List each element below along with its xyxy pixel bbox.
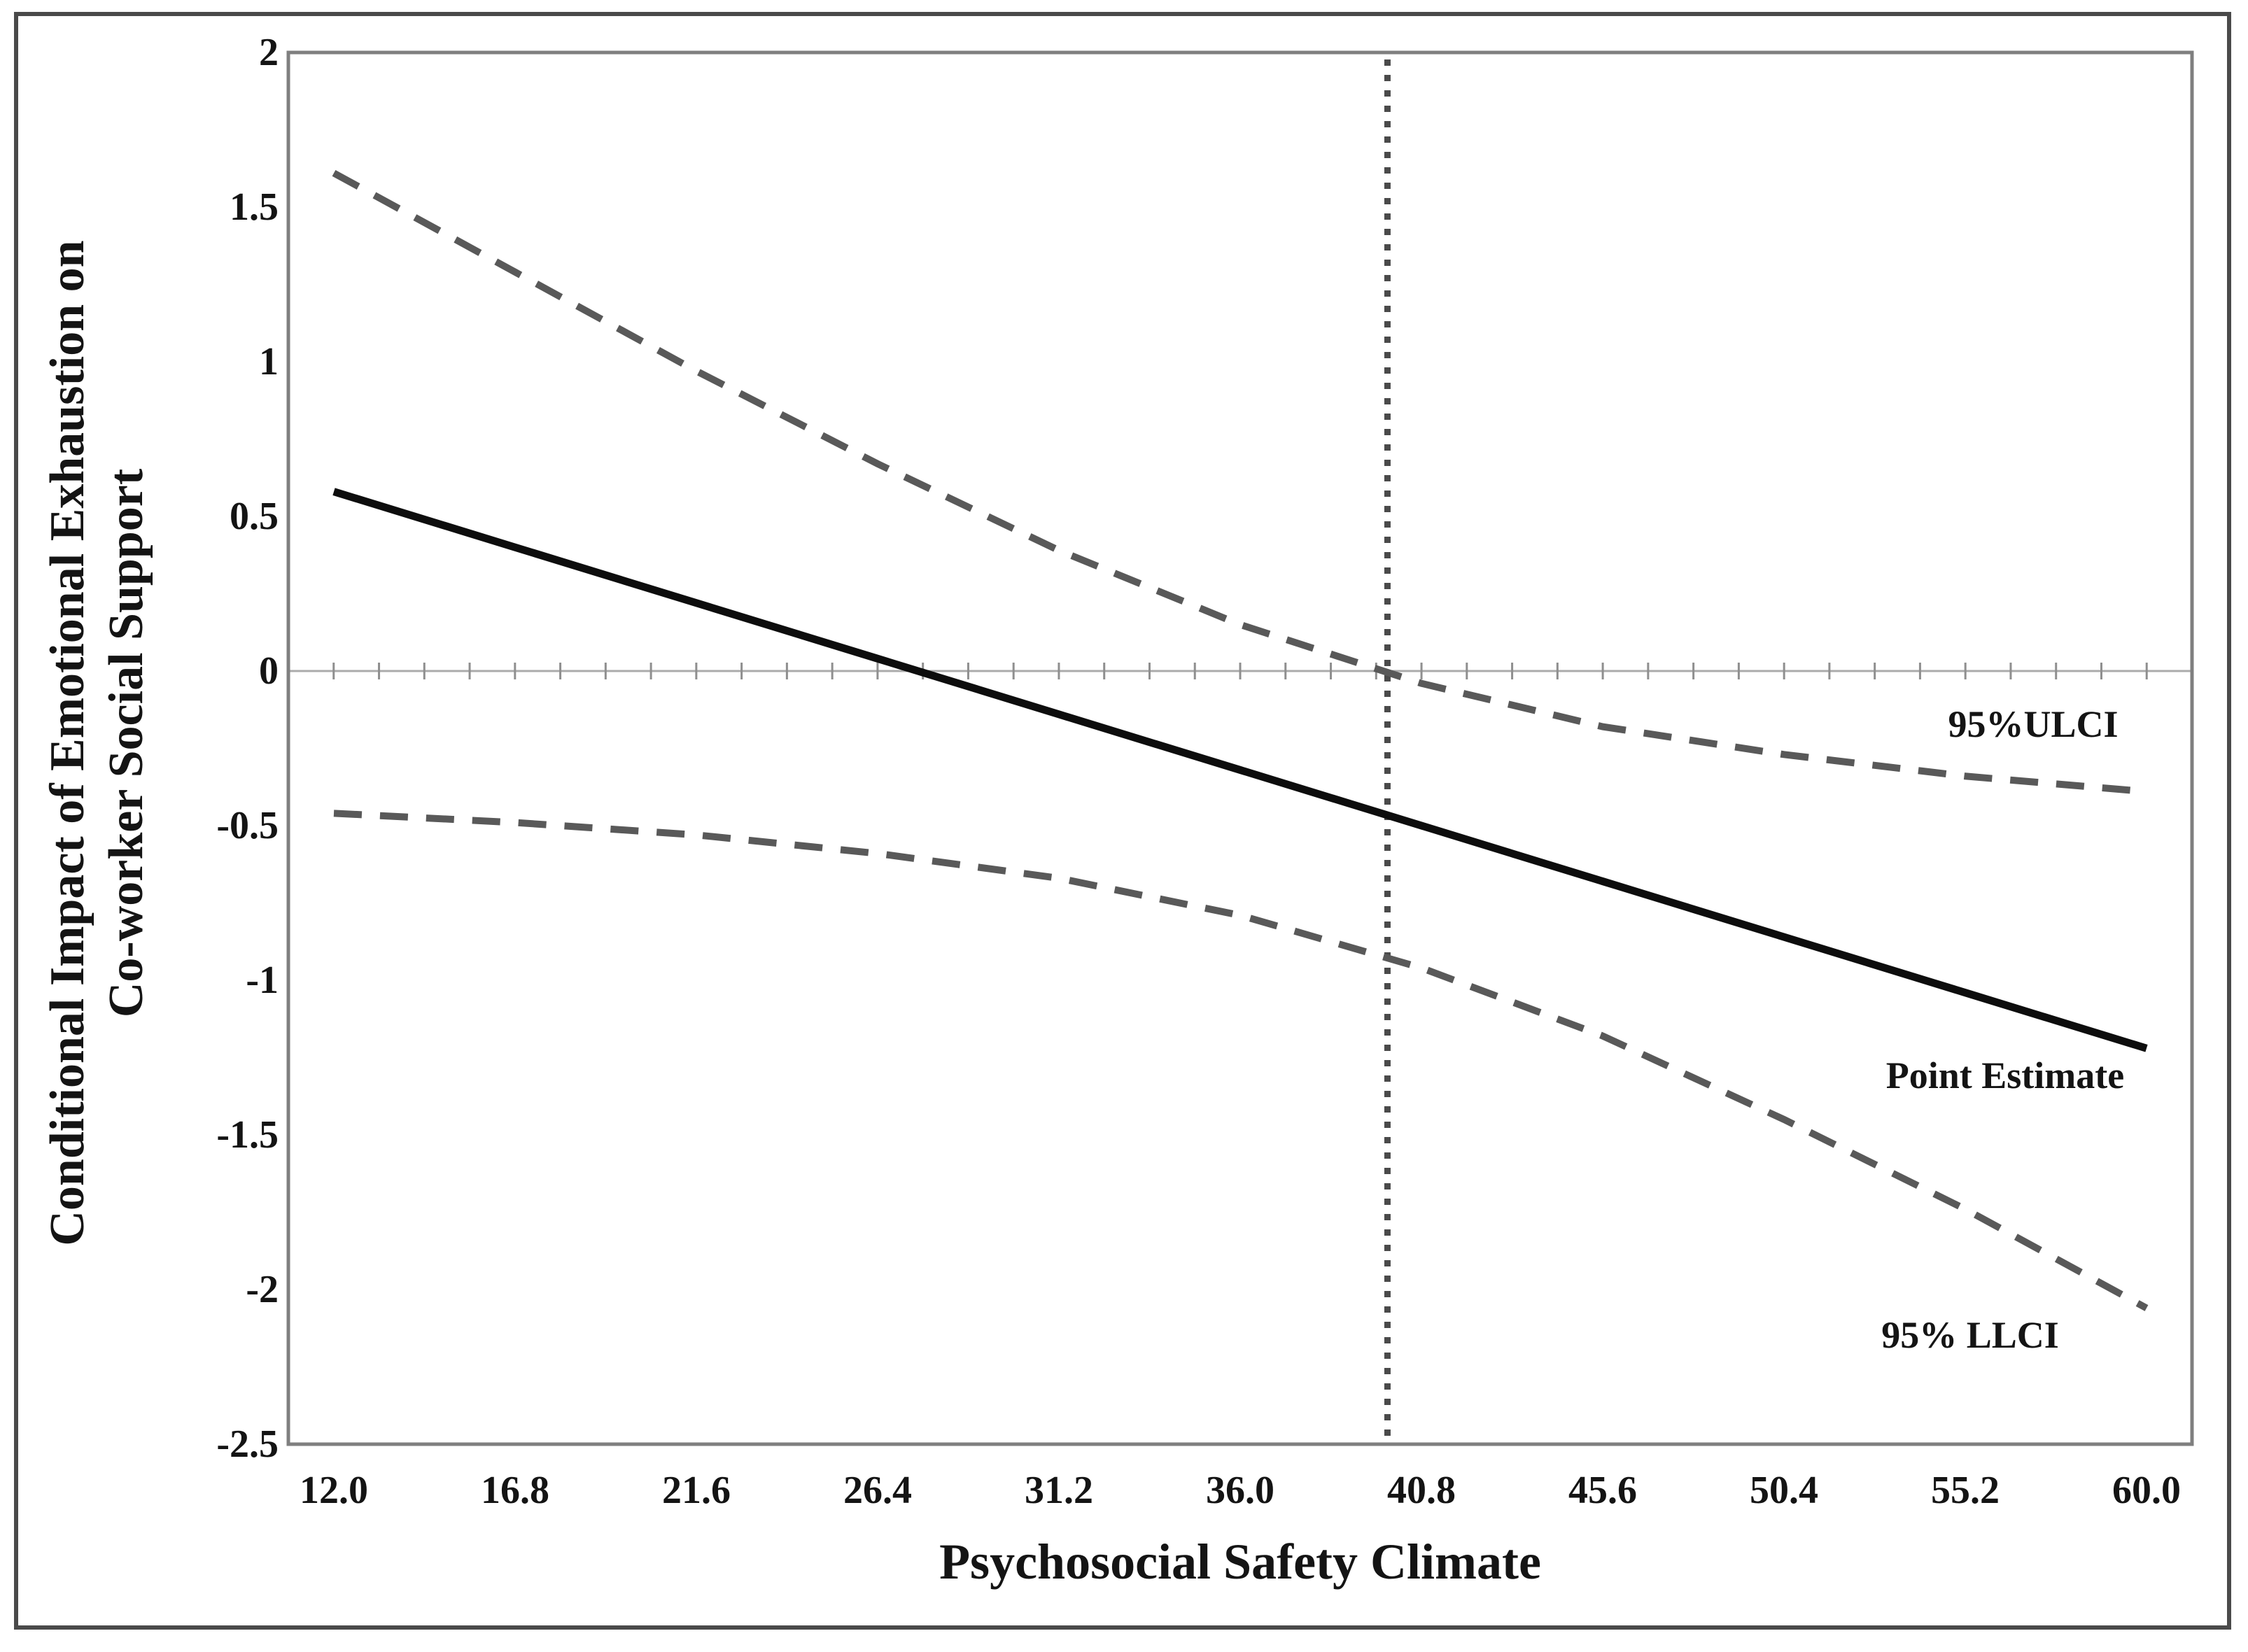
ulci-line-label: 95%ULCI — [1948, 703, 2119, 745]
y-axis-title-line2: Co-worker Social Support — [99, 468, 153, 1018]
y-tick-label: 0.5 — [230, 495, 279, 538]
y-tick-label: -1.5 — [216, 1113, 279, 1157]
plot-frame — [286, 50, 2194, 1446]
x-tick-label: 40.8 — [1387, 1469, 1456, 1512]
series-line-95-llci — [333, 810, 2149, 1311]
y-tick-label: -2 — [246, 1268, 279, 1311]
y-tick-label: 2 — [259, 31, 279, 74]
x-tick-label: 55.2 — [1931, 1469, 2000, 1512]
x-tick-label: 60.0 — [2112, 1469, 2181, 1512]
x-tick-label: 50.4 — [1750, 1469, 1818, 1512]
series-line-point-estimate — [332, 488, 2148, 1052]
y-tick-label: -0.5 — [216, 804, 279, 847]
y-tick-label: 1.5 — [230, 185, 279, 229]
x-tick-label: 45.6 — [1568, 1469, 1637, 1512]
x-tick-label: 16.8 — [481, 1469, 549, 1512]
y-tick-label: 1 — [259, 340, 279, 383]
y-axis-title: Conditional Impact of Emotional Exhausti… — [38, 78, 157, 1408]
llci-line-label: 95% LLCI — [1881, 1314, 2059, 1356]
x-tick-label: 12.0 — [300, 1469, 368, 1512]
x-tick-label: 21.6 — [662, 1469, 731, 1512]
y-axis-title-line1: Conditional Impact of Emotional Exhausti… — [41, 240, 94, 1246]
y-tick-label: -2.5 — [216, 1422, 279, 1466]
series-line-95-ulci — [332, 169, 2147, 796]
x-axis-title: Psychosocial Safety Climate — [939, 1534, 1541, 1590]
y-tick-label: 0 — [259, 649, 279, 693]
figure-border — [14, 12, 2231, 1630]
point-estimate-line-label: Point Estimate — [1885, 1054, 2125, 1096]
x-tick-label: 26.4 — [843, 1469, 912, 1512]
x-tick-label: 31.2 — [1025, 1469, 1093, 1512]
y-tick-label: -1 — [246, 959, 279, 1002]
x-tick-label: 36.0 — [1206, 1469, 1274, 1512]
